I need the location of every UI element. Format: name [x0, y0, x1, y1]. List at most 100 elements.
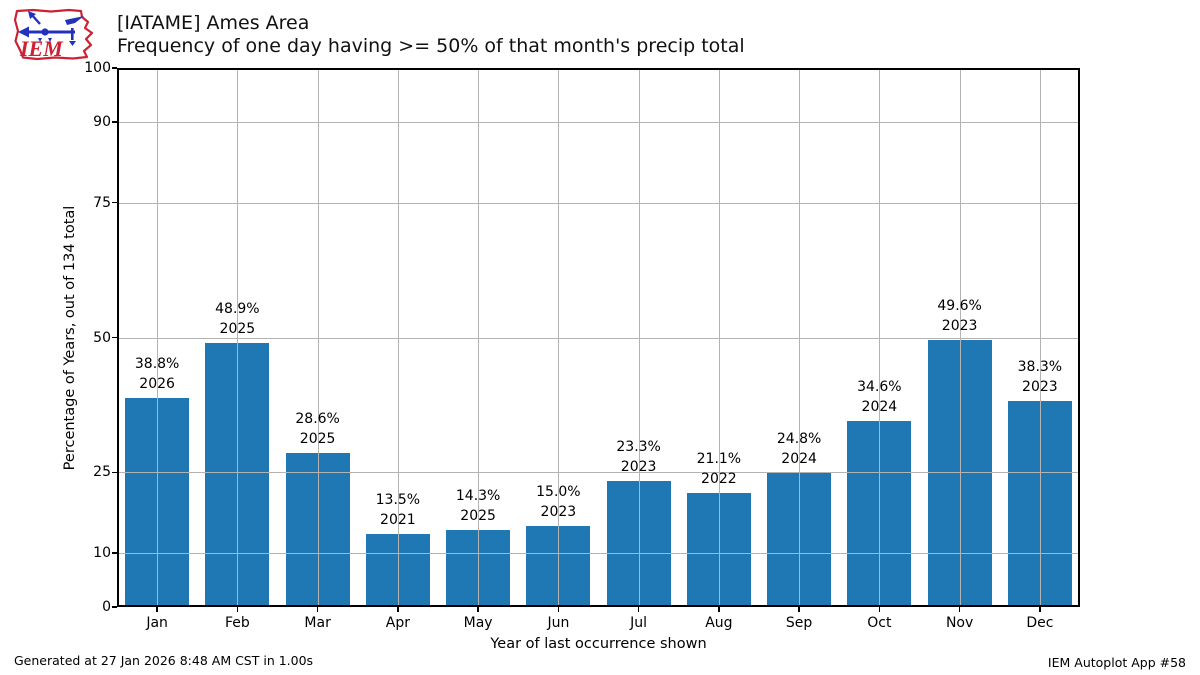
- y-tick-label-50: 50: [93, 329, 111, 346]
- x-tick-mark-aug: [718, 607, 720, 612]
- bar-label-sep: 24.8% 2024: [754, 429, 844, 469]
- gridline-y-25: [117, 472, 1080, 474]
- bar-year-label: 2023: [1022, 378, 1058, 395]
- bar-label-jan: 38.8% 2026: [112, 354, 202, 394]
- iem-logo: IEM: [13, 8, 94, 61]
- bar-percent-label: 38.8%: [134, 355, 180, 372]
- bar-percent-label: 23.3%: [616, 439, 661, 456]
- x-tick-label-apr: Apr: [385, 615, 410, 631]
- x-tick-mark-sep: [798, 607, 800, 612]
- bar-label-may: 14.3% 2025: [433, 486, 523, 526]
- bar-year-label: 2022: [701, 471, 737, 488]
- axis-spine-bottom: [117, 605, 1080, 607]
- y-tick-mark-25: [112, 471, 117, 473]
- bar-label-oct: 34.6% 2024: [834, 377, 924, 417]
- bar-percent-label: 24.8%: [776, 431, 822, 448]
- gridline-x-may: [478, 68, 480, 607]
- axis-spine-left: [117, 68, 119, 607]
- x-tick-label-mar: Mar: [304, 615, 331, 631]
- bar-label-dec: 38.3% 2023: [995, 357, 1085, 397]
- bar-year-label: 2026: [139, 375, 175, 392]
- x-tick-mark-mar: [316, 607, 319, 612]
- y-tick-mark-100: [112, 67, 117, 69]
- chart-title: [IATAME] Ames Area Frequency of one day …: [117, 12, 745, 58]
- x-tick-label-jun: Jun: [547, 615, 570, 631]
- x-tick-label-dec: Dec: [1026, 615, 1054, 631]
- bar-label-aug: 21.1% 2022: [674, 449, 764, 489]
- x-tick-label-jul: Jul: [630, 615, 648, 631]
- gridline-x-oct: [879, 68, 881, 607]
- x-tick-mark-may: [477, 607, 479, 612]
- weathervane-icon: [18, 11, 84, 46]
- x-tick-mark-jul: [637, 607, 640, 612]
- y-tick-label-0: 0: [102, 599, 111, 615]
- bar-year-label: 2023: [620, 459, 657, 476]
- footer-app-text: IEM Autoplot App #58: [1047, 655, 1186, 670]
- gridline-x-apr: [397, 68, 399, 607]
- y-tick-label-25: 25: [93, 464, 111, 481]
- bar-year-label: 2025: [299, 430, 336, 447]
- bar-label-nov: 49.6% 2023: [915, 296, 1005, 336]
- x-tick-mark-feb: [236, 607, 239, 612]
- x-tick-mark-nov: [958, 607, 961, 612]
- y-tick-mark-50: [112, 336, 117, 339]
- x-axis-label: Year of last occurrence shown: [490, 636, 707, 652]
- bar-label-mar: 28.6% 2025: [273, 409, 363, 449]
- x-tick-label-nov: Nov: [945, 615, 974, 631]
- x-tick-label-jan: Jan: [146, 615, 168, 631]
- gridline-y-50: [117, 337, 1080, 339]
- gridline-x-nov: [959, 68, 961, 607]
- bar-year-label: 2024: [861, 398, 898, 415]
- axis-spine-top: [117, 68, 1080, 70]
- gridline-x-mar: [317, 68, 319, 607]
- chart-title-line2: Frequency of one day having >= 50% of th…: [117, 35, 745, 57]
- gridline-y-10: [117, 553, 1080, 555]
- bar-year-label: 2021: [380, 512, 416, 529]
- logo-iem-text: IEM: [19, 36, 64, 61]
- y-tick-mark-0: [112, 606, 117, 608]
- plot-area: 38.8% 2026 48.9% 2025 28.6% 2025 13.5% 2021 14.3…: [117, 68, 1080, 607]
- bar-year-label: 2023: [540, 504, 577, 521]
- gridline-x-jan: [157, 68, 159, 607]
- x-tick-mark-apr: [397, 607, 399, 612]
- bar-year-label: 2024: [781, 451, 817, 468]
- x-tick-label-oct: Oct: [867, 615, 892, 631]
- y-tick-mark-90: [112, 121, 117, 123]
- gridline-y-75: [117, 202, 1080, 204]
- y-tick-mark-75: [112, 202, 117, 204]
- gridline-y-90: [117, 121, 1080, 123]
- bar-percent-label: 15.0%: [536, 484, 581, 501]
- bar-percent-label: 21.1%: [696, 451, 742, 468]
- bar-label-feb: 48.9% 2025: [192, 299, 282, 339]
- bar-percent-label: 13.5%: [375, 492, 421, 509]
- y-tick-label-75: 75: [93, 194, 111, 211]
- bar-percent-label: 28.6%: [295, 410, 340, 427]
- x-tick-mark-oct: [878, 607, 881, 612]
- x-tick-mark-jun: [557, 607, 560, 612]
- bar-percent-label: 48.9%: [215, 301, 260, 318]
- y-tick-mark-10: [112, 552, 117, 554]
- gridline-x-feb: [237, 68, 239, 607]
- bar-percent-label: 38.3%: [1017, 358, 1063, 375]
- bar-year-label: 2025: [460, 507, 496, 524]
- footer-generated-text: Generated at 27 Jan 2026 8:48 AM CST in …: [14, 653, 314, 668]
- x-tick-mark-jan: [156, 607, 158, 612]
- bar-percent-label: 34.6%: [857, 378, 902, 395]
- bar-year-label: 2023: [941, 317, 978, 334]
- bar-year-label: 2025: [219, 321, 256, 338]
- gridline-x-dec: [1039, 68, 1041, 607]
- y-tick-label-10: 10: [93, 545, 111, 562]
- x-tick-label-feb: Feb: [224, 615, 250, 631]
- gridline-x-aug: [718, 68, 720, 607]
- gridline-x-sep: [799, 68, 801, 607]
- x-tick-label-may: May: [463, 615, 493, 631]
- gridline-x-jul: [638, 68, 640, 607]
- bar-percent-label: 14.3%: [455, 487, 501, 504]
- bar-label-jun: 15.0% 2023: [513, 482, 603, 522]
- x-tick-mark-dec: [1039, 607, 1041, 612]
- bar-label-jul: 23.3% 2023: [594, 437, 684, 477]
- x-tick-label-aug: Aug: [705, 615, 733, 631]
- gridline-x-jun: [558, 68, 560, 607]
- y-tick-label-100: 100: [84, 60, 111, 76]
